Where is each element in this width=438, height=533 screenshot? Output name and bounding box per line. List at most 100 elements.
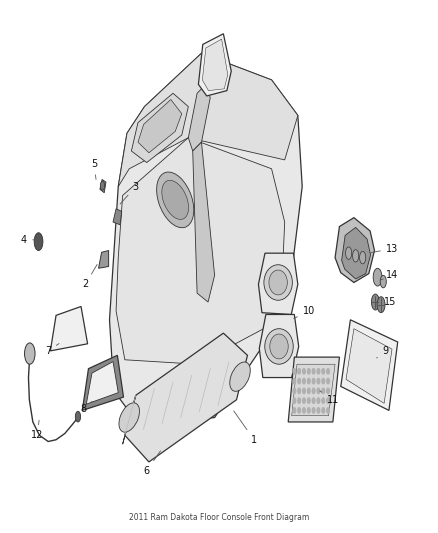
Polygon shape: [188, 84, 210, 151]
Polygon shape: [288, 357, 339, 422]
Circle shape: [322, 408, 325, 413]
Circle shape: [322, 388, 325, 393]
Circle shape: [317, 408, 320, 413]
Polygon shape: [125, 333, 247, 462]
Text: 7: 7: [45, 344, 59, 356]
Polygon shape: [82, 356, 124, 410]
Circle shape: [293, 388, 296, 393]
Polygon shape: [123, 395, 136, 444]
Circle shape: [307, 408, 310, 413]
Polygon shape: [116, 138, 285, 364]
Circle shape: [327, 369, 329, 374]
Circle shape: [303, 378, 305, 384]
Circle shape: [293, 398, 296, 403]
Circle shape: [293, 408, 296, 413]
Polygon shape: [86, 361, 118, 404]
Text: 9: 9: [377, 346, 389, 358]
Polygon shape: [259, 314, 299, 377]
Text: 8: 8: [80, 401, 92, 414]
Text: 13: 13: [371, 244, 398, 254]
Ellipse shape: [162, 180, 189, 220]
Text: 3: 3: [120, 182, 139, 204]
Polygon shape: [341, 320, 398, 410]
Circle shape: [298, 398, 300, 403]
Polygon shape: [50, 306, 88, 351]
Circle shape: [303, 388, 305, 393]
Circle shape: [307, 369, 310, 374]
Circle shape: [307, 388, 310, 393]
Circle shape: [312, 388, 315, 393]
Circle shape: [34, 233, 43, 251]
Polygon shape: [335, 217, 374, 282]
Circle shape: [303, 398, 305, 403]
Circle shape: [307, 398, 310, 403]
Polygon shape: [198, 34, 231, 96]
Polygon shape: [202, 39, 228, 91]
Circle shape: [75, 411, 81, 422]
Circle shape: [377, 297, 385, 313]
Polygon shape: [99, 251, 109, 268]
Text: 2: 2: [82, 264, 97, 289]
Circle shape: [317, 398, 320, 403]
Ellipse shape: [230, 362, 250, 391]
Text: 11: 11: [320, 391, 339, 405]
Circle shape: [322, 369, 325, 374]
Circle shape: [371, 294, 379, 310]
Polygon shape: [113, 209, 122, 225]
Circle shape: [322, 398, 325, 403]
Circle shape: [317, 369, 320, 374]
Polygon shape: [292, 364, 335, 416]
Text: 15: 15: [377, 297, 396, 307]
Text: 4: 4: [21, 235, 35, 245]
Circle shape: [298, 388, 300, 393]
Polygon shape: [258, 253, 298, 314]
Polygon shape: [193, 142, 215, 302]
Ellipse shape: [119, 403, 139, 432]
Ellipse shape: [157, 172, 194, 228]
Circle shape: [298, 378, 300, 384]
Polygon shape: [131, 93, 188, 163]
Circle shape: [312, 398, 315, 403]
Circle shape: [360, 252, 366, 264]
Ellipse shape: [264, 265, 293, 300]
Polygon shape: [342, 228, 371, 279]
Circle shape: [322, 378, 325, 384]
Circle shape: [298, 369, 300, 374]
Circle shape: [312, 378, 315, 384]
Text: 12: 12: [31, 421, 43, 440]
Text: 2011 Ram Dakota Floor Console Front Diagram: 2011 Ram Dakota Floor Console Front Diag…: [129, 513, 309, 521]
Text: 6: 6: [144, 451, 160, 476]
Circle shape: [373, 268, 382, 286]
Circle shape: [317, 378, 320, 384]
Circle shape: [100, 181, 105, 190]
Circle shape: [303, 369, 305, 374]
Polygon shape: [110, 53, 302, 426]
Circle shape: [312, 408, 315, 413]
Circle shape: [327, 398, 329, 403]
Circle shape: [293, 378, 296, 384]
Text: 14: 14: [381, 270, 398, 280]
Circle shape: [380, 276, 386, 288]
Circle shape: [327, 408, 329, 413]
Text: 5: 5: [91, 159, 97, 179]
Text: 10: 10: [294, 306, 315, 319]
Circle shape: [25, 343, 35, 364]
Circle shape: [298, 408, 300, 413]
Ellipse shape: [269, 270, 287, 295]
Polygon shape: [100, 180, 106, 193]
Polygon shape: [138, 100, 182, 153]
Text: 1: 1: [234, 411, 257, 445]
Ellipse shape: [270, 334, 288, 359]
Circle shape: [293, 369, 296, 374]
Ellipse shape: [265, 329, 293, 364]
Polygon shape: [118, 53, 298, 187]
Circle shape: [327, 388, 329, 393]
Circle shape: [307, 378, 310, 384]
Circle shape: [346, 247, 352, 260]
Circle shape: [327, 378, 329, 384]
Circle shape: [303, 408, 305, 413]
Circle shape: [353, 249, 359, 262]
Polygon shape: [346, 329, 392, 403]
Circle shape: [317, 388, 320, 393]
Circle shape: [312, 369, 315, 374]
